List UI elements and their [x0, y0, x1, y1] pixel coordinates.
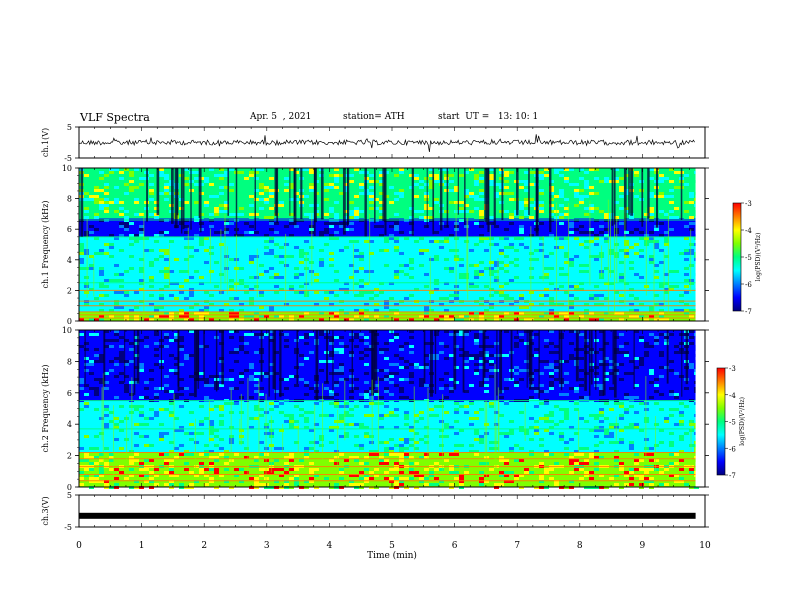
- y-tick-label: 2: [67, 452, 72, 461]
- y-tick-label: 0: [67, 317, 72, 326]
- y-tick-label: 6: [67, 225, 72, 234]
- x-tick-label: 2: [201, 541, 207, 551]
- y-tick-label: 8: [67, 195, 72, 204]
- station-label: station= ATH: [343, 112, 405, 122]
- y-tick-label: 6: [67, 389, 72, 398]
- colorbar-tick-label: -7: [729, 472, 736, 480]
- x-tick-label: 5: [389, 541, 395, 551]
- x-axis-label: Time (min): [367, 550, 417, 561]
- x-tick-label: 10: [699, 541, 711, 551]
- ch2-spectrogram-colorbar: [716, 367, 726, 476]
- ch3-waveform-frame: [78, 494, 706, 528]
- ch2-spectrogram-ylabel: ch.2 Frequency (kHz): [41, 365, 50, 453]
- colorbar-tick-label: -6: [745, 281, 752, 289]
- ch1-trace-line: [78, 134, 695, 153]
- ch3-waveform-ylabel: ch.3(V): [41, 496, 50, 525]
- colorbar-tick-label: -4: [745, 227, 752, 235]
- y-tick-label: 0: [67, 483, 72, 492]
- x-tick-label: 7: [514, 541, 520, 551]
- colorbar-tick-label: -7: [745, 308, 752, 316]
- y-tick-label: -5: [64, 523, 72, 532]
- colorbar-tick-label: -3: [729, 365, 736, 373]
- y-tick-label: 4: [67, 256, 72, 265]
- y-tick-label: 4: [67, 420, 72, 429]
- start-time-label: start UT = 13: 10: 1: [438, 112, 539, 122]
- date-label: Apr. 5 , 2021: [250, 112, 312, 122]
- ch1-spectrogram-colorbar: [732, 202, 742, 312]
- figure-title: VLF Spectra: [80, 111, 150, 124]
- y-tick-label: 10: [62, 164, 72, 173]
- ch1-waveform-trace: [78, 134, 695, 153]
- x-tick-label: 6: [452, 541, 458, 551]
- x-tick-label: 4: [327, 541, 333, 551]
- y-tick-label: -5: [64, 154, 72, 163]
- ch3-trace-band: [79, 512, 696, 519]
- ch1-spectrogram-ylabel: ch.1 Frequency (kHz): [41, 201, 50, 289]
- colorbar-label: log(PSD)(V²/Hz): [755, 233, 762, 282]
- ch2-spectrogram-image: [79, 330, 705, 489]
- ch1-spectrogram-image: [78, 168, 705, 321]
- x-tick-label: 8: [577, 541, 583, 551]
- y-tick-label: 5: [67, 123, 72, 132]
- colorbar-tick-label: -3: [745, 200, 752, 208]
- colorbar-tick-label: -4: [729, 392, 736, 400]
- y-tick-label: 10: [62, 326, 72, 335]
- x-tick-label: 3: [264, 541, 270, 551]
- y-tick-label: 5: [67, 491, 72, 500]
- ch1-waveform-ylabel: ch.1(V): [41, 128, 50, 157]
- colorbar-label: log(PSD)(V²/Hz): [739, 397, 746, 446]
- y-tick-label: 2: [67, 286, 72, 295]
- colorbar-tick-label: -5: [729, 419, 736, 427]
- x-tick-label: 1: [139, 541, 145, 551]
- colorbar-tick-label: -5: [745, 254, 752, 262]
- y-tick-label: 8: [67, 357, 72, 366]
- x-tick-label: 9: [640, 541, 646, 551]
- colorbar-tick-label: -6: [729, 445, 736, 453]
- ch3-waveform-trace: [79, 512, 696, 519]
- x-tick-label: 0: [76, 541, 82, 551]
